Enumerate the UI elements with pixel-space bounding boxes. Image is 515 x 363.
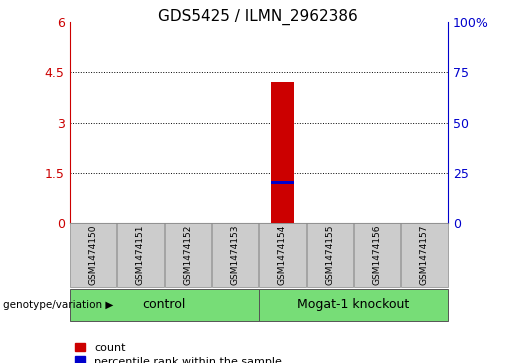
- Text: GDS5425 / ILMN_2962386: GDS5425 / ILMN_2962386: [158, 9, 357, 25]
- Text: GSM1474153: GSM1474153: [231, 225, 239, 285]
- Bar: [270, 82, 294, 223]
- Text: GSM1474151: GSM1474151: [136, 225, 145, 285]
- Text: genotype/variation ▶: genotype/variation ▶: [3, 300, 113, 310]
- Text: GSM1474155: GSM1474155: [325, 225, 334, 285]
- Text: GSM1474152: GSM1474152: [183, 225, 192, 285]
- Text: Mogat-1 knockout: Mogat-1 knockout: [297, 298, 409, 311]
- Legend: count, percentile rank within the sample: count, percentile rank within the sample: [75, 343, 282, 363]
- Text: GSM1474156: GSM1474156: [372, 225, 382, 285]
- Bar: [270, 181, 294, 184]
- Text: GSM1474154: GSM1474154: [278, 225, 287, 285]
- Text: control: control: [143, 298, 186, 311]
- Text: GSM1474157: GSM1474157: [420, 225, 429, 285]
- Text: GSM1474150: GSM1474150: [89, 225, 98, 285]
